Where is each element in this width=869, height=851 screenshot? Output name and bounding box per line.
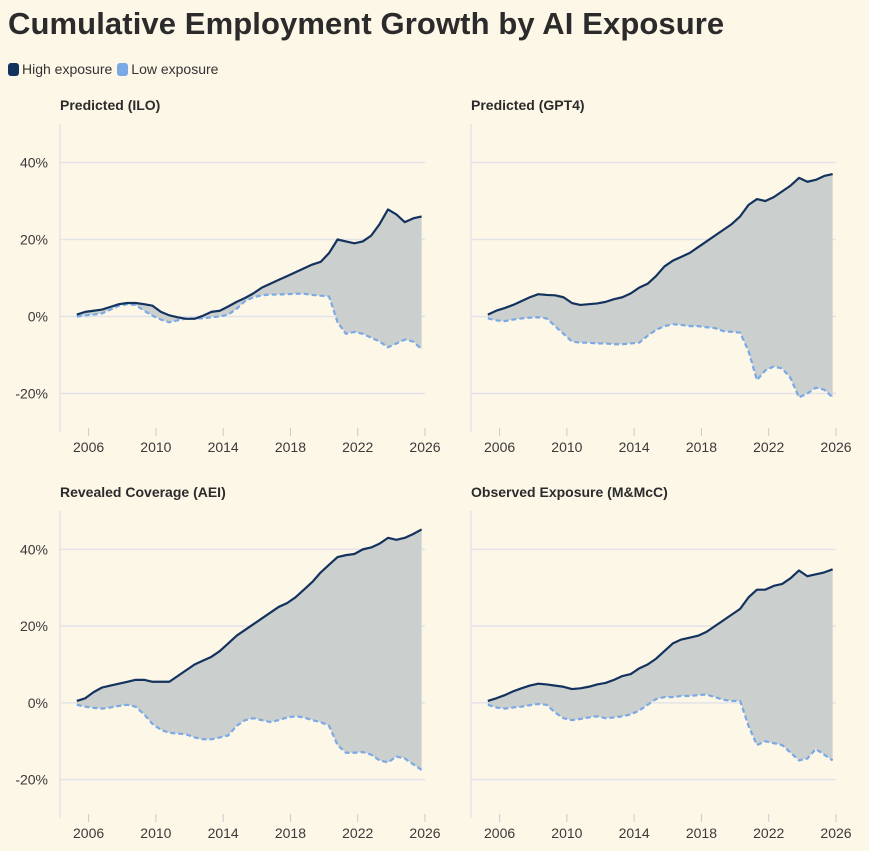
y-tick-label: 20% [20,618,48,634]
series-line-low [76,292,423,351]
x-tick-label: 2022 [753,439,784,455]
series-line-low [487,316,834,399]
x-tick-label: 2022 [753,825,784,841]
y-tick-label: 40% [20,155,48,171]
y-tick-label: -20% [15,772,48,788]
x-tick-label: 2006 [73,439,104,455]
x-tick-label: 2010 [140,825,171,841]
x-tick-label: 2022 [342,825,373,841]
legend-label-low: Low exposure [131,61,219,77]
panel-title: Predicted (ILO) [60,97,160,113]
panel-title: Revealed Coverage (AEI) [60,484,226,500]
series-line-high [76,208,422,320]
y-tick-label: 0% [28,695,48,711]
series-line-low [487,693,834,762]
x-tick-label: 2006 [73,825,104,841]
legend-item-low: Low exposure [117,61,218,77]
x-tick-label: 2010 [551,825,582,841]
x-tick-label: 2018 [275,439,306,455]
x-tick-label: 2006 [484,439,515,455]
panel-2: Predicted (GPT4) 2006 2010 2014 2018 2022 2026 [470,97,852,455]
x-tick-label: 2018 [686,825,717,841]
legend-label-high: High exposure [22,61,113,77]
x-tick-label: 2018 [275,825,306,841]
panel-3: Revealed Coverage (AEI) -20% 0% 20% 40% 2006 2… [15,484,440,841]
series-line-high [76,528,423,703]
gap-area [487,569,833,761]
x-tick-label: 2010 [140,439,171,455]
x-tick-label: 2026 [409,439,440,455]
x-tick-label: 2014 [619,825,650,841]
x-tick-label: 2014 [208,439,239,455]
x-tick-label: 2022 [342,439,373,455]
panel-title: Predicted (GPT4) [471,97,585,113]
legend-swatch-low [117,62,129,76]
y-tick-label: 0% [28,309,48,325]
y-tick-label: -20% [15,386,48,402]
legend-swatch-high [8,62,19,76]
series-line-high [487,568,834,703]
gap-area [76,209,422,350]
x-tick-label: 2026 [820,439,851,455]
x-tick-label: 2026 [409,825,440,841]
x-tick-label: 2018 [686,439,717,455]
legend: High exposure Low exposure [8,61,223,77]
chart-title: Cumulative Employment Growth by AI Expos… [8,6,725,41]
panel-1: Predicted (ILO) -20% 0% 20% 40% 2006 2010 2014 2… [15,97,440,455]
y-tick-label: 20% [20,232,48,248]
x-tick-label: 2014 [619,439,650,455]
x-tick-label: 2010 [551,439,582,455]
x-tick-label: 2014 [208,825,239,841]
gap-area [76,529,422,771]
series-line-low [76,703,423,771]
x-tick-label: 2006 [484,825,515,841]
y-tick-label: 40% [20,541,48,557]
series-line-high [487,172,833,316]
panel-title: Observed Exposure (M&McC) [471,484,668,500]
gap-area [487,174,833,398]
legend-item-high: High exposure [8,61,112,77]
x-tick-label: 2026 [820,825,851,841]
panel-4: Observed Exposure (M&McC) 2006 2010 2014 201… [470,484,852,841]
